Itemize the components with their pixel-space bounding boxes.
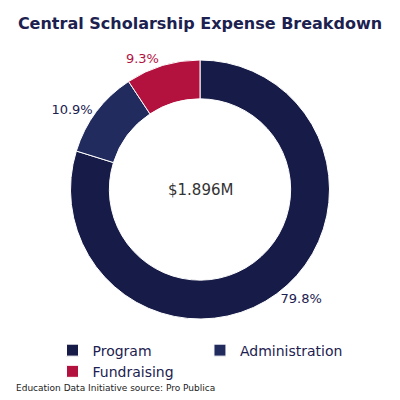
svg-text:Education Data Initiative sour: Education Data Initiative source: Pro Pu… xyxy=(16,383,215,393)
svg-text:Fundraising: Fundraising xyxy=(93,364,174,380)
svg-text:$1.896M: $1.896M xyxy=(168,181,233,199)
svg-text:79.8%: 79.8% xyxy=(281,291,322,306)
svg-text:Program: Program xyxy=(93,343,152,359)
svg-text:Central Scholarship Expense Br: Central Scholarship Expense Breakdown xyxy=(18,14,382,33)
svg-text:Administration: Administration xyxy=(240,343,342,359)
svg-text:10.9%: 10.9% xyxy=(51,102,92,117)
svg-text:9.3%: 9.3% xyxy=(126,51,159,66)
